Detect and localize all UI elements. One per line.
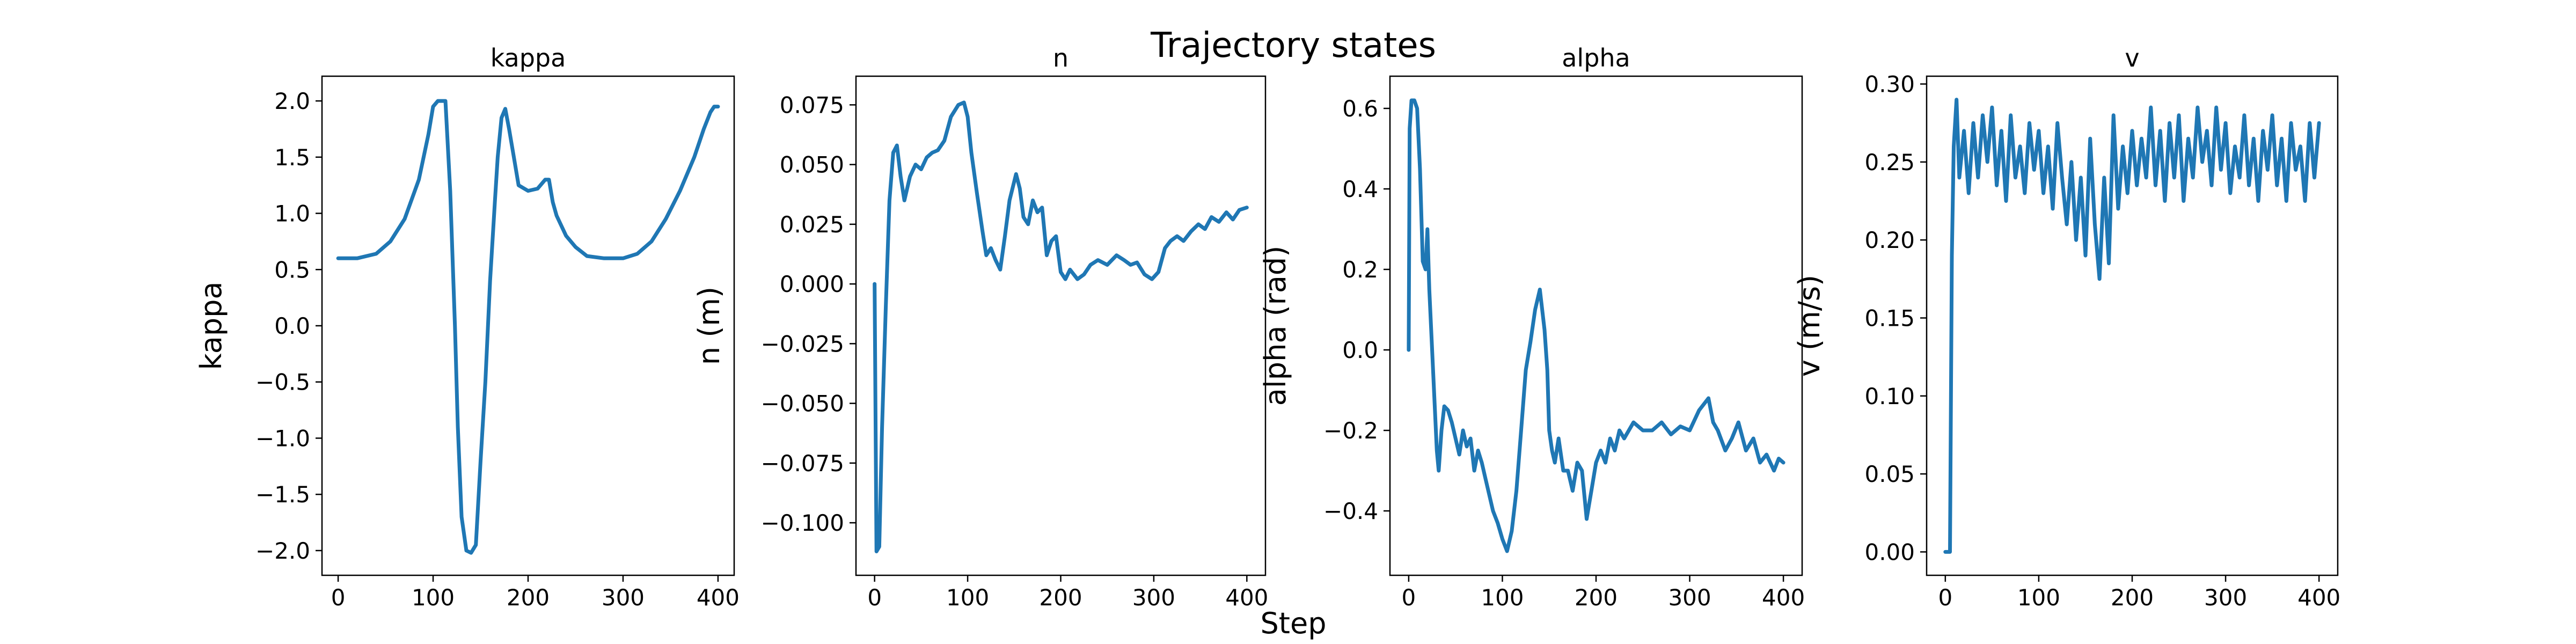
n-series-line-0 <box>873 100 1249 553</box>
alpha-xtick-label: 0 <box>1402 584 1416 611</box>
n-xtick-label: 100 <box>946 584 989 611</box>
kappa-ytick-label: −0.5 <box>255 369 310 396</box>
n-ytick-label: 0.025 <box>780 211 844 238</box>
n-xtick-label: 300 <box>1132 584 1175 611</box>
v-ytick-label: 0.30 <box>1864 71 1915 98</box>
v-ytick-label: 0.15 <box>1864 305 1915 331</box>
n-subplot: n n (m) 0 100 200 300 400 0.075 0.050 0.025 0.000 −… <box>692 43 1268 611</box>
v-ytick-label: 0.10 <box>1864 383 1915 409</box>
v-xtick-label: 100 <box>2017 584 2060 611</box>
v-xtick-label: 300 <box>2204 584 2247 611</box>
v-title: v <box>2125 43 2139 72</box>
alpha-xtick-label: 300 <box>1668 584 1711 611</box>
kappa-ylabel: kappa <box>194 281 228 370</box>
n-ytick-label: 0.000 <box>780 271 844 297</box>
n-plot-frame <box>855 75 1267 576</box>
alpha-series-line-0 <box>1407 98 1785 553</box>
kappa-ytick-label: 2.0 <box>274 88 310 114</box>
v-ytick-label: 0.20 <box>1864 227 1915 253</box>
alpha-ytick-label: 0.0 <box>1342 337 1378 363</box>
alpha-xtick-label: 100 <box>1481 584 1524 611</box>
v-ytick-label: 0.05 <box>1864 461 1915 487</box>
v-xtick-label: 0 <box>1938 584 1952 611</box>
kappa-xtick-label: 100 <box>412 584 455 611</box>
v-xtick-label: 200 <box>2111 584 2154 611</box>
kappa-xtick-label: 200 <box>507 584 550 611</box>
v-plot-frame <box>1926 75 2339 576</box>
alpha-xtick-label: 200 <box>1575 584 1618 611</box>
alpha-ytick-label: 0.4 <box>1342 176 1378 202</box>
kappa-xtick-label: 300 <box>602 584 645 611</box>
kappa-title: kappa <box>491 43 566 72</box>
kappa-xtick-label: 400 <box>697 584 740 611</box>
n-xtick-label: 400 <box>1225 584 1268 611</box>
kappa-ytick-label: −1.5 <box>255 481 310 508</box>
v-series-line-0 <box>1943 98 2321 554</box>
alpha-subplot: alpha alpha (rad) 0 100 200 300 400 0.6 0.4 0.2 0.… <box>1258 43 1805 611</box>
n-ytick-label: −0.025 <box>761 331 844 357</box>
kappa-plot-frame <box>321 75 735 576</box>
v-ylabel: v (m/s) <box>1792 275 1826 377</box>
alpha-title: alpha <box>1562 43 1630 72</box>
alpha-ytick-label: −0.4 <box>1323 498 1378 524</box>
figure-suptitle: Trajectory states <box>1150 26 1436 65</box>
subplots-group: kappa kappa 0 100 200 300 400 2.0 1.5 1.0 0.5 0.0 −0… <box>194 43 2340 611</box>
n-title: n <box>1053 43 1069 72</box>
v-xtick-label: 400 <box>2297 584 2340 611</box>
n-ytick-label: −0.075 <box>761 450 844 477</box>
kappa-ytick-label: 0.5 <box>274 257 310 283</box>
kappa-series-line-0 <box>336 99 720 555</box>
alpha-ytick-label: −0.2 <box>1323 418 1378 444</box>
kappa-ytick-label: −2.0 <box>255 538 310 564</box>
kappa-ytick-label: 0.0 <box>274 313 310 339</box>
n-ytick-label: −0.050 <box>761 391 844 417</box>
kappa-ytick-label: 1.0 <box>274 201 310 227</box>
kappa-xtick-label: 0 <box>331 584 346 611</box>
n-ytick-label: −0.100 <box>761 510 844 536</box>
figure-xlabel: Step <box>1261 606 1327 640</box>
n-ytick-label: 0.050 <box>780 152 844 178</box>
n-ytick-label: 0.075 <box>780 92 844 118</box>
kappa-ytick-label: −1.0 <box>255 425 310 451</box>
alpha-ytick-label: 0.2 <box>1342 257 1378 283</box>
n-ylabel: n (m) <box>692 287 726 365</box>
n-xtick-label: 200 <box>1039 584 1082 611</box>
alpha-ylabel: alpha (rad) <box>1258 246 1292 406</box>
alpha-ytick-label: 0.6 <box>1342 96 1378 122</box>
n-xtick-label: 0 <box>867 584 882 611</box>
v-ytick-label: 0.00 <box>1864 539 1915 565</box>
alpha-plot-frame <box>1389 75 1803 576</box>
v-subplot: v v (m/s) 0 100 200 300 400 0.30 0.25 0.20 0.15 0.1… <box>1792 43 2340 611</box>
alpha-xtick-label: 400 <box>1762 584 1805 611</box>
kappa-subplot: kappa kappa 0 100 200 300 400 2.0 1.5 1.0 0.5 0.0 −0… <box>194 43 740 611</box>
v-ytick-label: 0.25 <box>1864 149 1915 175</box>
kappa-ytick-label: 1.5 <box>274 144 310 171</box>
